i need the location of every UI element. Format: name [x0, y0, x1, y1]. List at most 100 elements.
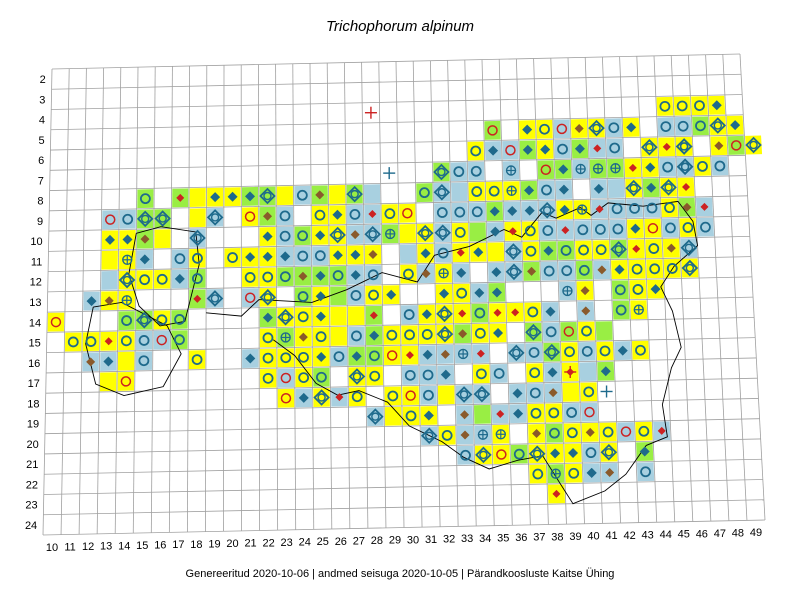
grid-line [42, 68, 53, 536]
diamond-marker [421, 309, 432, 320]
occurrence-cell [436, 324, 454, 344]
diamond-marker [420, 248, 431, 259]
diamond-ring-marker [745, 136, 762, 154]
circle-marker [333, 230, 342, 240]
grid-line [584, 57, 603, 524]
red-diamond-marker [632, 244, 641, 253]
occurrence-cell [330, 347, 348, 367]
occurrence-cell [529, 464, 547, 484]
circle-marker [121, 315, 132, 326]
mainland-coast [206, 200, 699, 505]
circle-marker [298, 372, 310, 384]
red-diamond-marker [456, 248, 465, 257]
occurrence-cell [365, 285, 382, 305]
diamond-ring-marker [505, 243, 522, 260]
occurrence-cell [401, 325, 418, 345]
circle-marker [454, 227, 466, 238]
occurrence-cell [295, 347, 312, 367]
y-tick-label: 16 [28, 358, 40, 370]
occurrence-cell [617, 422, 635, 442]
circle-marker [700, 221, 711, 233]
occurrence-cell [346, 204, 364, 224]
circle-marker [614, 284, 626, 296]
occurrence-cell [563, 403, 581, 422]
occurrence-cell [679, 218, 697, 238]
diamond-marker [369, 330, 380, 341]
occurrence-cell [259, 186, 276, 206]
occurrence-cell [680, 238, 698, 258]
x-tick-label: 46 [696, 528, 708, 540]
occurrence-cell [507, 343, 525, 363]
circle-marker [474, 327, 486, 339]
occurrence-cell [348, 366, 366, 386]
grid-line [309, 63, 315, 530]
occurrence-cell [118, 270, 136, 290]
diamond-ring-marker [473, 385, 491, 403]
circle-marker [578, 264, 590, 276]
grid-line [50, 114, 744, 131]
circle-marker [279, 210, 291, 222]
grid-line [51, 73, 742, 90]
grid-line [48, 235, 750, 252]
grid-line [550, 58, 567, 525]
occurrence-cell [399, 203, 416, 223]
diamond-marker [174, 273, 185, 284]
circle-marker [351, 391, 363, 403]
occurrence-cell [135, 351, 153, 371]
circle-marker [191, 354, 203, 365]
occurrence-cell [434, 223, 452, 243]
y-tick-label: 18 [27, 398, 39, 410]
red-diamond-marker [628, 163, 637, 172]
circle-marker [460, 449, 471, 461]
occurrence-cell [578, 341, 596, 361]
circle-marker [263, 191, 272, 201]
circle-marker [542, 225, 554, 236]
diamond-marker [350, 270, 361, 281]
occurrence-cell [330, 326, 347, 346]
grid-line [44, 418, 760, 435]
occurrence-cell [538, 180, 555, 200]
x-tick-label: 16 [154, 540, 166, 552]
x-tick-label: 21 [244, 538, 256, 550]
occurrence-cell [384, 386, 402, 406]
occurrence-cell [692, 116, 709, 136]
circle-marker [694, 100, 705, 111]
occurrence-cell [545, 423, 563, 443]
circle-marker [404, 329, 415, 341]
grid-line [51, 94, 743, 110]
circle-marker [262, 352, 274, 364]
occurrence-cell [467, 161, 485, 181]
occurrence-cell [610, 239, 628, 259]
grid-line [361, 62, 369, 529]
circle-marker [297, 291, 309, 302]
circle-marker [512, 348, 521, 358]
occurrence-cell [727, 135, 745, 155]
occurrence-cell [451, 222, 469, 242]
occurrence-cell [657, 117, 675, 137]
diamond-ring-marker [538, 201, 556, 219]
circle-marker [156, 273, 168, 285]
occurrence-cell [485, 181, 503, 201]
circle-marker [369, 370, 381, 382]
occurrence-cell [711, 156, 729, 176]
occurrence-cell [242, 207, 259, 227]
diamond-marker [522, 124, 533, 135]
x-tick-label: 37 [533, 532, 545, 544]
occurrence-cell [312, 246, 329, 266]
occurrence-cell [540, 261, 558, 281]
occurrence-cell [189, 228, 206, 248]
occurrence-cell [313, 387, 330, 407]
grid-line [48, 256, 751, 273]
circle-marker [530, 407, 542, 419]
occurrence-cell [609, 219, 627, 239]
red-circle-marker [244, 211, 256, 222]
occurrence-cell [276, 206, 294, 226]
occurrence-cell [433, 182, 451, 202]
grid-line [168, 66, 173, 533]
circle-marker [583, 386, 595, 398]
circle-marker [404, 369, 416, 381]
occurrence-cell [582, 443, 600, 463]
diamond-marker [227, 191, 238, 202]
red-diamond-marker [511, 308, 520, 317]
circle-marker [138, 335, 150, 346]
